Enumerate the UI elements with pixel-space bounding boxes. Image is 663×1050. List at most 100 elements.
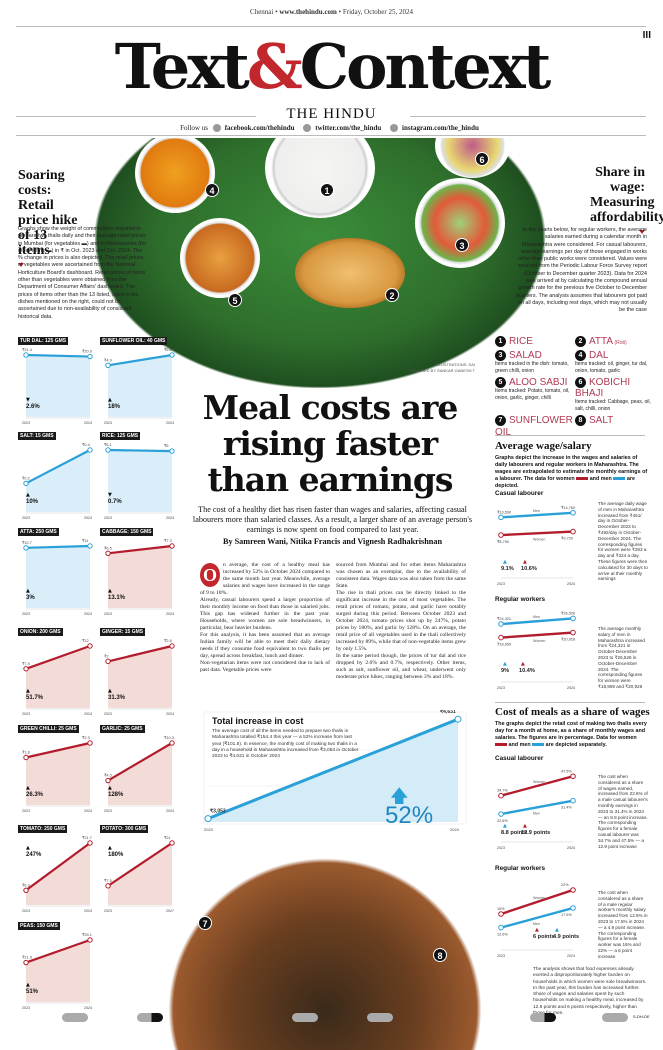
dish-label: SUNFLOWER OIL (495, 415, 573, 438)
mini-line (25, 544, 91, 549)
mini-area (26, 355, 90, 417)
men-swatch (613, 477, 626, 481)
retail-price-chart: ₹6.1 ₹6 2023 2024 ▼ 0.7% RICE: 125 GMS (100, 432, 180, 522)
series-line-men (500, 617, 574, 626)
mini-value-label-2023: ₹6.1 (104, 443, 112, 447)
dish-name: 1 RICE (495, 336, 575, 347)
series-point-2023 (498, 532, 504, 538)
mini-value-label-2023: ₹2 (104, 654, 109, 658)
standfirst: The cost of a healthy diet has risen fas… (192, 505, 473, 534)
dish-name: 5 ALOO SABJI (495, 377, 575, 388)
paper-logo: THE HINDU (286, 106, 377, 122)
mini-point-2023 (23, 754, 29, 761)
dateline-city: Chennai (250, 8, 274, 16)
share-rule (495, 702, 645, 703)
mini-value-label-2024: ₹33.1 (82, 933, 92, 937)
series-value-2024: ₹14,760 (561, 506, 575, 510)
up-arrow-icon: ▲ (521, 661, 525, 667)
mini-tick-2024: 2024 (84, 1006, 92, 1010)
dish-name: 8 SALT (575, 415, 655, 427)
retail-price-chart: ₹0.2 ₹0.4 2023 2024 ▲ 10% SALT: 15 GMS (18, 432, 98, 522)
share-section: Cost of meals as a share of wages The gr… (495, 706, 650, 749)
twitter-link[interactable]: twitter.com/the_hindu (315, 124, 382, 132)
instagram-link[interactable]: instagram.com/the_hindu (402, 124, 479, 132)
down-arrow-icon: ▼ (108, 492, 112, 498)
mini-area (26, 743, 90, 805)
masthead-ampersand: & (246, 30, 303, 103)
dish-name: 7 SUNFLOWER OIL (495, 415, 575, 438)
mini-value-label-2023: ₹10.7 (22, 541, 32, 545)
series-point-2023 (498, 811, 504, 817)
dish-number-badge: 4 (575, 350, 586, 362)
mini-point-2023 (105, 777, 111, 784)
mini-tick-2023: 2023 (22, 712, 30, 716)
dish-label: ALOO SABJI (509, 377, 568, 389)
mini-tick-2023: 2023 (22, 421, 30, 425)
dateline: Chennai • www.thehindu.com • Friday, Oct… (250, 8, 413, 16)
dish-note: Items tracked in the dish: tomato, green… (495, 361, 569, 374)
mini-value-label-2023: ₹0.2 (22, 476, 30, 480)
dish-legend-item: 7 SUNFLOWER OIL (495, 415, 575, 438)
series-point-2024 (570, 509, 576, 516)
tick-2023: 2023 (497, 686, 505, 690)
mini-change-label: 247% (26, 852, 42, 858)
mini-change-label: 18% (108, 404, 121, 410)
mini-point-2024 (169, 448, 175, 454)
total-line (207, 717, 459, 821)
dish-note: Items tracked: Cabbage, peas, oil, salt,… (575, 399, 651, 412)
series-change-label: 10.6% (521, 566, 537, 572)
mini-value-label-2023: ₹6.5 (104, 546, 112, 550)
mini-value-label-2024: ₹20.9 (82, 350, 92, 354)
series-name-label: Women (533, 537, 545, 541)
mini-point-2024 (87, 447, 93, 453)
dish-legend-item: 6 KOBICHI BHAJI Items tracked: Cabbage, pe… (575, 377, 655, 412)
series-change-label: 4.9 points (553, 934, 579, 940)
facebook-link[interactable]: facebook.com/thehindu (224, 124, 295, 132)
mini-value-label-2024: ₹2.6 (164, 639, 172, 643)
thali-illustration: 1 2 3 4 5 6 (95, 138, 545, 388)
mini-change-label: 13.1% (108, 595, 126, 601)
mini-point-2023 (23, 959, 29, 966)
mini-area (108, 843, 172, 905)
mini-point-2024 (169, 352, 175, 358)
red-marker-icon (18, 263, 24, 267)
retail-price-chart: ₹2 ₹2.6 2023 2024 ▲ 31.3% GINGER: 15 GMS (100, 628, 180, 718)
page-marker: III (642, 30, 651, 41)
dateline-website[interactable]: www.thehindu.com (279, 8, 337, 16)
instagram-icon (390, 124, 399, 133)
follow-rule (16, 135, 646, 136)
mini-point-2024 (169, 840, 175, 846)
retail-price-chart: ₹10.7 ₹11 2023 2024 ▲ 3% ATTA: 250 GMS (18, 528, 98, 618)
series-value-2023: 34.7% (497, 789, 508, 793)
credit-illustrations: ILLUSTRATIONS: SAI (435, 362, 475, 367)
retail-price-chart: ₹7.5 ₹21 2023 2024 ▲ 180% POTATO: 300 GMS (100, 825, 180, 915)
casual-wage-note: The average daily wage of men in Maharas… (598, 501, 648, 582)
dish-number-badge: 7 (495, 415, 506, 427)
mini-point-2024 (87, 543, 93, 549)
series-value-2023: ₹8,790 (497, 540, 509, 544)
wage-subtitle-part: Graphs depict the increase in the wages … (495, 455, 648, 482)
series-point-2024 (570, 905, 576, 911)
mini-point-2024 (87, 643, 93, 649)
retail-price-chart: ₹1.8 ₹2.3 2023 2024 ▲ 26.3% GREEN CHILLI: 25 G… (18, 725, 98, 815)
casual-share-note: The cost when considered as a share of w… (598, 774, 648, 849)
mini-tick-2023: 2023 (22, 1006, 30, 1010)
series-point-2023 (498, 924, 504, 931)
share-conclusion: The analysis shows that food expenses al… (533, 967, 647, 1017)
mini-chart-svg: ₹1.8 ₹2.3 2023 2024 ▲26.3% (22, 736, 93, 813)
mini-chart-title: ONION: 200 GMS (18, 628, 63, 636)
series-line-women (500, 888, 574, 916)
total-increase-body: The average cost of all the items needed… (212, 729, 359, 760)
mini-point-2024 (87, 840, 93, 846)
dish-label: SALT (589, 415, 614, 427)
dish-legend-item: 4 DAL Items tracked: oil, ginger, tur dal,… (575, 350, 655, 374)
right-intro-title: Share in wage: Measuring affordability (590, 165, 663, 225)
tick-2024: 2024 (567, 846, 575, 850)
dish-number-badge: 3 (495, 350, 506, 362)
series-change-label: 10.4% (519, 668, 535, 674)
mini-chart-title: GARLIC: 25 GMS (100, 725, 145, 733)
regular-share-title: Regular workers (495, 865, 546, 872)
total-increase-chart: ₹3,053 ₹4,631 2023 2024 Total increase in c… (200, 709, 470, 835)
red-marker-icon (639, 230, 645, 234)
mini-tick-2023: 2023 (104, 712, 112, 716)
